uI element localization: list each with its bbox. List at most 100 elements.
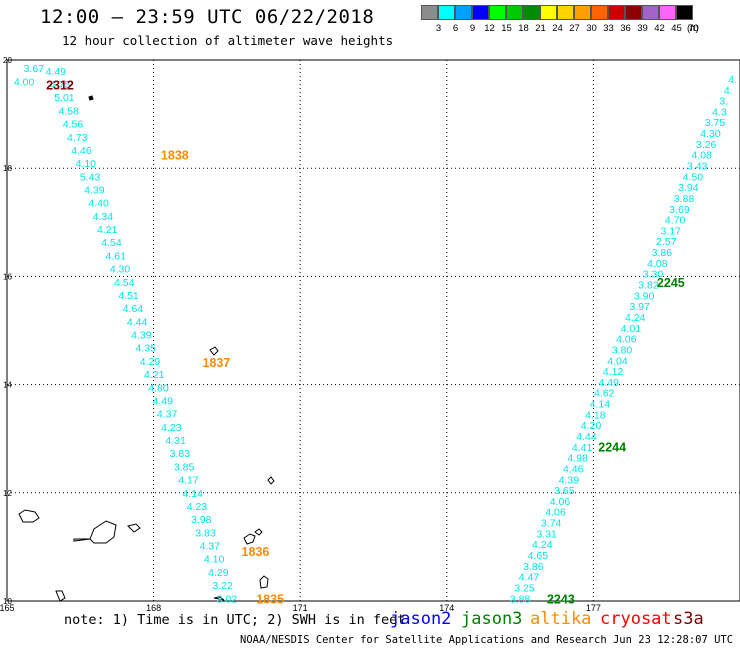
wave-height-label: 3.17 — [660, 225, 681, 237]
island-outline — [127, 523, 141, 533]
wave-height-label: 3.83 — [170, 448, 191, 460]
wave-height-label: 4.47 — [519, 572, 540, 584]
island-outline — [243, 533, 256, 545]
legend-unit: (ft) — [687, 23, 699, 34]
wave-height-label: 4.14 — [182, 488, 203, 500]
wave-height-label: 4.46 — [71, 145, 92, 157]
wave-height-label: 3.86 — [523, 561, 544, 573]
wave-height-label: 3.65 — [554, 485, 575, 497]
wave-height-label: 4.3 — [712, 106, 727, 118]
legend-swatch — [489, 5, 506, 20]
lat-tick-label: 16 — [3, 272, 12, 281]
satellite-jason3: jason3 — [461, 609, 523, 629]
credit-line: NOAA/NESDIS Center for Satellite Applica… — [240, 634, 740, 646]
legend-swatch — [557, 5, 574, 20]
wave-height-label: 3.74 — [541, 518, 562, 530]
wave-height-label: 5.01 — [54, 92, 75, 104]
lat-tick-label: 18 — [3, 164, 12, 173]
wave-height-label: 4.04 — [607, 355, 628, 367]
lon-tick-label: 177 — [586, 603, 601, 613]
legend-swatch — [574, 5, 591, 20]
time-label: 1836 — [242, 545, 270, 559]
legend-label: 24 — [552, 23, 563, 34]
lon-tick-label: 168 — [146, 603, 161, 613]
legend-swatch — [438, 5, 455, 20]
legend-label: 27 — [569, 23, 580, 34]
wave-height-label: 4.49 — [153, 395, 174, 407]
wave-height-label: 3.83 — [195, 527, 216, 539]
lat-tick-label: 12 — [3, 489, 12, 498]
legend-swatch — [676, 5, 693, 20]
legend-swatch — [472, 5, 489, 20]
wave-height-label: 3.82 — [638, 280, 659, 292]
legend-label: 12 — [484, 23, 495, 34]
satellite-cryosat: cryosat — [600, 609, 672, 629]
wave-height-label: 4.21 — [144, 369, 165, 381]
legend-label: 18 — [518, 23, 529, 34]
wave-height-label: 4.56 — [63, 119, 84, 131]
legend-swatch — [591, 5, 608, 20]
legend-label: 9 — [469, 23, 476, 34]
legend-label: 6 — [452, 23, 459, 34]
time-label: 2312 — [46, 78, 74, 92]
wave-height-label: 4.75 — [50, 79, 71, 91]
legend-swatch — [659, 5, 676, 20]
legend-swatch — [625, 5, 642, 20]
wave-height-label: 4.37 — [200, 541, 221, 553]
wave-height-label: 4.29 — [208, 567, 229, 579]
wave-height-label: 4.08 — [691, 150, 712, 162]
legend-swatch — [642, 5, 659, 20]
wave-height-label: 4.39 — [131, 330, 152, 342]
island-outline — [209, 346, 219, 356]
wave-height-label: 3.88 — [674, 193, 695, 205]
wave-height-label: 4.30 — [700, 128, 721, 140]
legend-label: 33 — [603, 23, 614, 34]
wave-height-label: 4. — [724, 85, 733, 97]
legend-swatch — [608, 5, 625, 20]
time-label: 2243 — [547, 592, 575, 606]
wave-height-label: 4.08 — [647, 258, 668, 270]
island-outline — [213, 596, 225, 601]
wave-height-label: 3.02 — [217, 593, 238, 605]
wave-height-label: 4.54 — [101, 237, 122, 249]
legend-label: 39 — [637, 23, 648, 34]
wave-height-label: 3.97 — [629, 301, 650, 313]
wave-height-label: 4.98 — [567, 453, 588, 465]
legend-swatch — [506, 5, 523, 20]
map-frame — [6, 59, 740, 602]
wave-height-label: 4.10 — [204, 554, 225, 566]
wave-height-label: 4.49 — [598, 377, 619, 389]
island-outline — [73, 520, 117, 544]
wave-height-label: 4.80 — [148, 382, 169, 394]
wave-height-label: 4.39 — [84, 185, 105, 197]
time-label: 1837 — [202, 356, 230, 370]
wave-height-label: 4.54 — [114, 277, 135, 289]
island-outline — [267, 476, 275, 485]
satellite-s3a: s3a — [673, 609, 704, 629]
legend-swatch — [455, 5, 472, 20]
wave-height-label: 4.23 — [161, 422, 182, 434]
footer-note: note: 1) Time is in UTC; 2) SWH is in fe… — [64, 612, 406, 628]
wave-height-label: 3.43 — [687, 160, 708, 172]
wave-height-label: 2.57 — [656, 236, 677, 248]
wave-height-label: 3. — [719, 96, 728, 108]
wave-height-label: 4.62 — [594, 388, 615, 400]
wave-height-label: 4.35 — [135, 343, 156, 355]
legend-label: 70 — [688, 23, 699, 34]
wave-height-label: 3.98 — [191, 514, 212, 526]
legend-swatch — [540, 5, 557, 20]
wave-height-label: 4.34 — [93, 211, 114, 223]
island-outline — [254, 528, 263, 536]
wave-height-label: 4.29 — [140, 356, 161, 368]
wave-height-label: 4.51 — [118, 290, 139, 302]
legend-label: 30 — [586, 23, 597, 34]
wave-height-label: 4.65 — [528, 550, 549, 562]
time-label: 1838 — [161, 149, 189, 163]
island-outline — [88, 95, 94, 101]
wave-height-label: 4.50 — [683, 171, 704, 183]
legend-label: 42 — [654, 23, 665, 34]
wave-height-label: 4.73 — [67, 132, 88, 144]
wave-height-label: 4.64 — [123, 303, 144, 315]
